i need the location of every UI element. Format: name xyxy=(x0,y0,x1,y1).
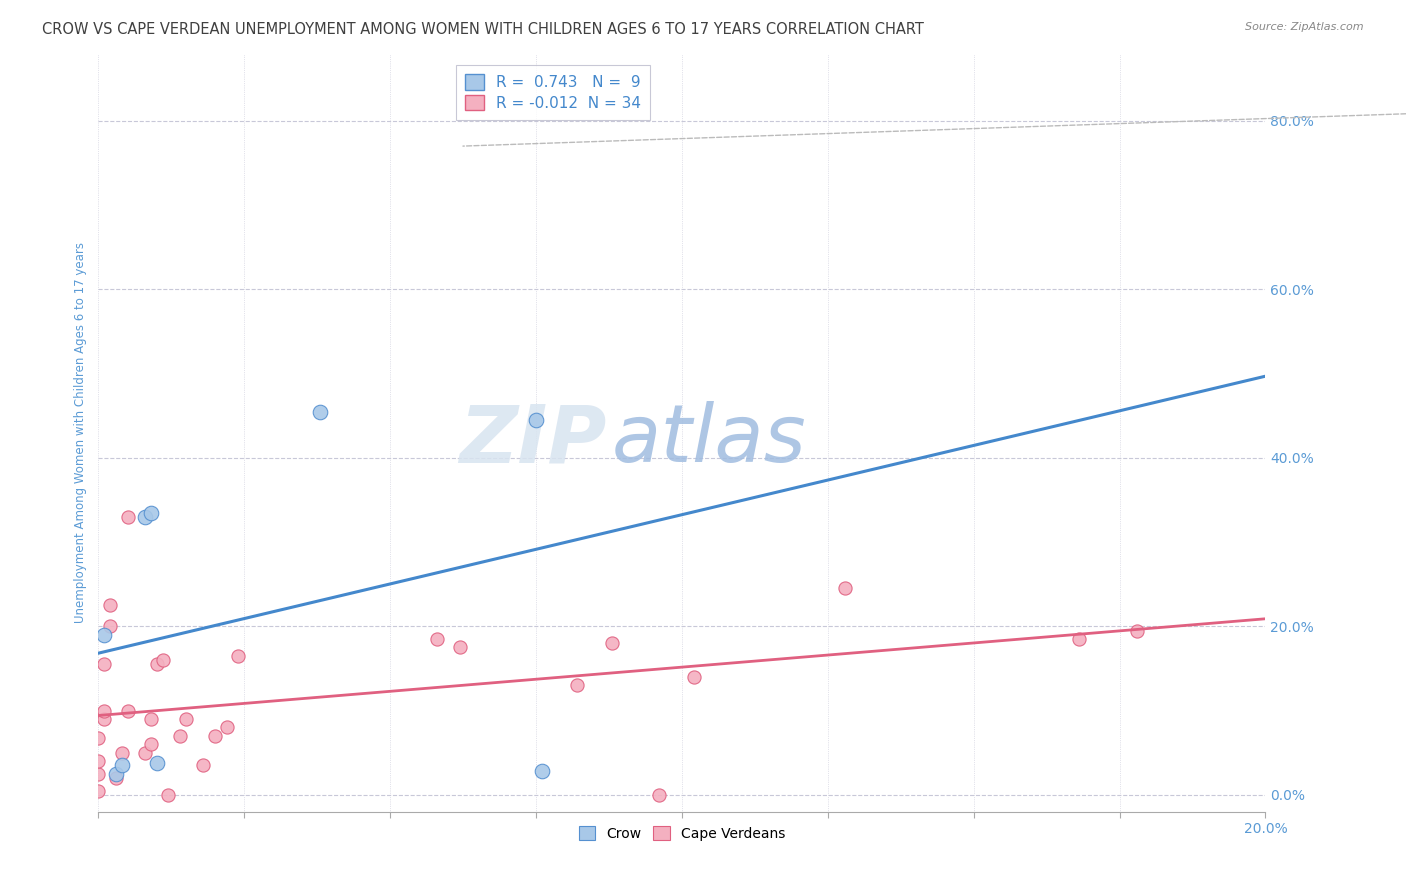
Point xyxy=(449,640,471,655)
Point xyxy=(111,757,134,772)
Point xyxy=(117,509,139,524)
Point xyxy=(215,721,238,735)
Point xyxy=(426,632,449,646)
Point xyxy=(174,712,197,726)
Point xyxy=(834,582,856,596)
Point xyxy=(139,506,162,520)
Point xyxy=(93,712,115,726)
Point xyxy=(93,657,115,672)
Point xyxy=(87,754,110,768)
Point xyxy=(87,783,110,797)
Legend: Crow, Cape Verdeans: Crow, Cape Verdeans xyxy=(574,821,790,847)
Point xyxy=(117,704,139,718)
Point xyxy=(530,764,553,779)
Point xyxy=(134,509,156,524)
Text: CROW VS CAPE VERDEAN UNEMPLOYMENT AMONG WOMEN WITH CHILDREN AGES 6 TO 17 YEARS C: CROW VS CAPE VERDEAN UNEMPLOYMENT AMONG … xyxy=(42,22,924,37)
Point xyxy=(157,788,180,802)
Point xyxy=(98,599,121,613)
Point xyxy=(93,628,115,642)
Text: Source: ZipAtlas.com: Source: ZipAtlas.com xyxy=(1246,22,1364,32)
Point xyxy=(565,678,588,692)
Point xyxy=(111,746,134,760)
Point xyxy=(104,767,127,781)
Point xyxy=(204,729,226,743)
Point xyxy=(146,756,169,770)
Point xyxy=(524,413,547,427)
Point xyxy=(139,712,162,726)
Point xyxy=(600,636,623,650)
Text: atlas: atlas xyxy=(612,401,807,479)
Point xyxy=(87,767,110,781)
Point xyxy=(87,731,110,745)
Point xyxy=(146,657,169,672)
Point xyxy=(93,704,115,718)
Point xyxy=(134,746,156,760)
Point xyxy=(152,653,174,667)
Point xyxy=(1067,632,1090,646)
Text: ZIP: ZIP xyxy=(458,401,606,479)
Point xyxy=(1126,624,1149,638)
Point xyxy=(139,737,162,751)
Point xyxy=(104,771,127,785)
Point xyxy=(228,648,250,663)
Point xyxy=(98,619,121,633)
Point xyxy=(193,758,215,772)
Point xyxy=(309,404,332,418)
Point xyxy=(169,729,191,743)
Y-axis label: Unemployment Among Women with Children Ages 6 to 17 years: Unemployment Among Women with Children A… xyxy=(75,242,87,624)
Point xyxy=(647,788,669,802)
Point xyxy=(682,670,704,684)
